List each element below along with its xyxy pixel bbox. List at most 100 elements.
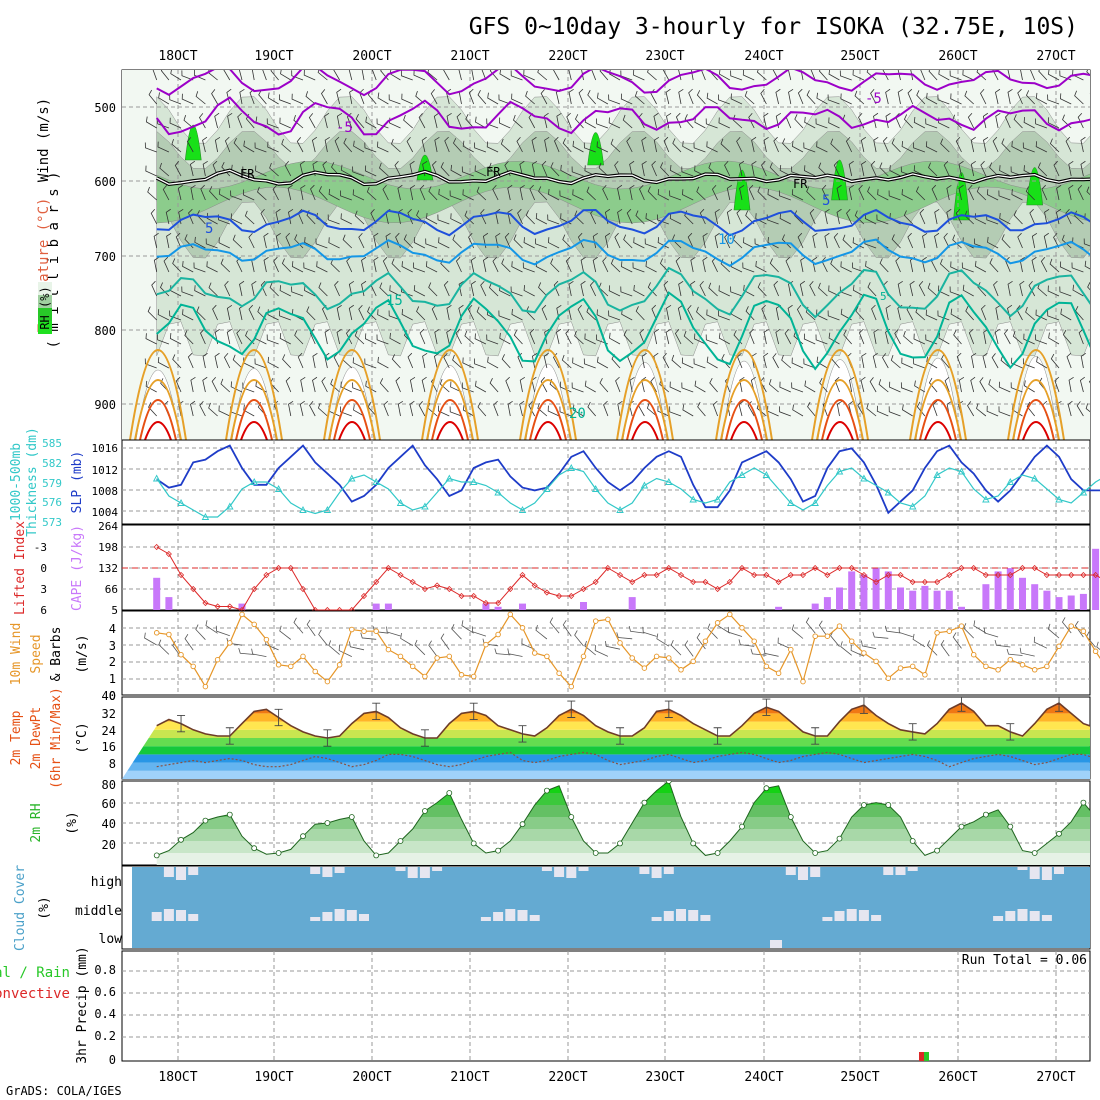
wind-barb xyxy=(537,70,548,81)
barb-shaft xyxy=(312,352,318,369)
wind-barb xyxy=(162,185,170,201)
barb-shaft xyxy=(836,208,842,225)
barb-shaft xyxy=(336,88,342,105)
plus10-label: 10 xyxy=(718,232,735,248)
barb-shaft xyxy=(511,308,523,321)
li-point xyxy=(1092,571,1099,579)
wind-barb xyxy=(205,238,218,249)
barb-shaft xyxy=(413,262,426,273)
barb-shaft xyxy=(279,625,292,640)
barb-shaft xyxy=(157,309,170,321)
barb-shaft xyxy=(815,118,828,129)
barb-shaft xyxy=(346,112,353,129)
date-label-top: 18OCT xyxy=(158,49,197,64)
barb-shaft xyxy=(446,304,452,321)
surface-wind-barb xyxy=(451,624,462,640)
wind-barb xyxy=(450,213,462,225)
wind-speed-point xyxy=(470,673,477,680)
wind-barb xyxy=(455,256,462,273)
wind-barb xyxy=(544,328,550,345)
barb-shaft xyxy=(1011,357,1023,369)
barb-shaft xyxy=(926,640,938,656)
rh-core xyxy=(587,132,604,166)
barb-shaft xyxy=(1065,136,1072,153)
wind-barb xyxy=(333,352,340,369)
wind-barb xyxy=(559,406,572,417)
rh-point xyxy=(421,808,428,814)
wind-barb xyxy=(1079,376,1085,393)
wind-barb xyxy=(1096,237,1100,248)
wind-barb xyxy=(572,404,584,417)
wind-barb xyxy=(1095,189,1100,200)
barb-shaft xyxy=(950,261,962,273)
wind-barb xyxy=(1080,352,1087,369)
cloud-high-gap xyxy=(663,867,674,874)
wind-barb xyxy=(1085,403,1090,417)
wind-barb xyxy=(876,214,889,225)
barb-shaft xyxy=(792,404,804,417)
precip-tick: 0 xyxy=(109,1053,116,1067)
barb-shaft xyxy=(226,328,232,345)
wind-barb xyxy=(251,280,257,297)
barb-shaft xyxy=(1072,284,1084,297)
wind-speed-point xyxy=(763,663,770,670)
li-point xyxy=(153,543,160,551)
cape-bar xyxy=(811,603,819,610)
wind-barb xyxy=(504,232,511,249)
barb-shaft xyxy=(365,380,377,393)
barb-shaft xyxy=(559,406,572,417)
wind-barb xyxy=(891,234,901,249)
barb-shaft xyxy=(1066,352,1072,369)
barb-shaft xyxy=(775,88,781,105)
barb-shaft xyxy=(809,280,816,297)
surface-wind-barb xyxy=(400,633,413,646)
barb-shaft xyxy=(242,166,255,177)
surface-wind-barb xyxy=(616,632,633,640)
barb-shaft xyxy=(629,184,635,201)
wind-barb xyxy=(500,138,511,153)
wind-barb xyxy=(916,90,926,105)
barb-shaft xyxy=(270,70,279,81)
wind-barb xyxy=(736,136,743,153)
barb-shaft xyxy=(842,234,852,249)
tick-700: 700 xyxy=(94,250,116,264)
barb-shaft xyxy=(450,213,462,225)
wind-barb xyxy=(967,112,975,129)
barb-shaft xyxy=(425,261,438,273)
barb-shaft xyxy=(243,404,255,417)
wind-speed-point xyxy=(544,653,550,660)
barb-shaft xyxy=(620,93,633,105)
barb-shaft xyxy=(1074,210,1084,225)
surface-wind-barb xyxy=(926,640,938,656)
barb-shaft xyxy=(400,70,413,81)
barb-shaft xyxy=(1083,238,1090,249)
wind-barb xyxy=(413,237,426,249)
wind-barb xyxy=(982,112,989,129)
li-point xyxy=(519,571,526,579)
barb-shaft xyxy=(280,70,292,81)
wind-barb xyxy=(403,234,413,249)
barb-shaft xyxy=(492,256,499,273)
wind-barb xyxy=(174,161,182,177)
wind-barb xyxy=(1013,210,1023,225)
barb-shaft xyxy=(903,330,913,345)
wind-barb xyxy=(839,70,852,81)
wind-barb xyxy=(804,380,816,393)
wind-barb xyxy=(926,92,938,105)
barb-shaft xyxy=(580,70,587,81)
isotherm-warm xyxy=(821,399,859,440)
barb-shaft xyxy=(785,256,792,273)
barb-shaft xyxy=(965,306,974,321)
cape-bar xyxy=(836,587,843,610)
barb-shaft xyxy=(974,213,987,225)
barb-shaft xyxy=(242,189,255,201)
barb-shaft xyxy=(1048,332,1060,345)
wind-barb xyxy=(702,232,708,249)
thickness-point xyxy=(274,485,283,492)
barb-shaft xyxy=(482,256,489,273)
wind-barb xyxy=(516,137,523,153)
barb-shaft xyxy=(791,382,804,393)
wind-barb xyxy=(450,164,462,177)
cloud-middle-gap xyxy=(163,909,174,921)
barb-shaft xyxy=(747,401,755,417)
